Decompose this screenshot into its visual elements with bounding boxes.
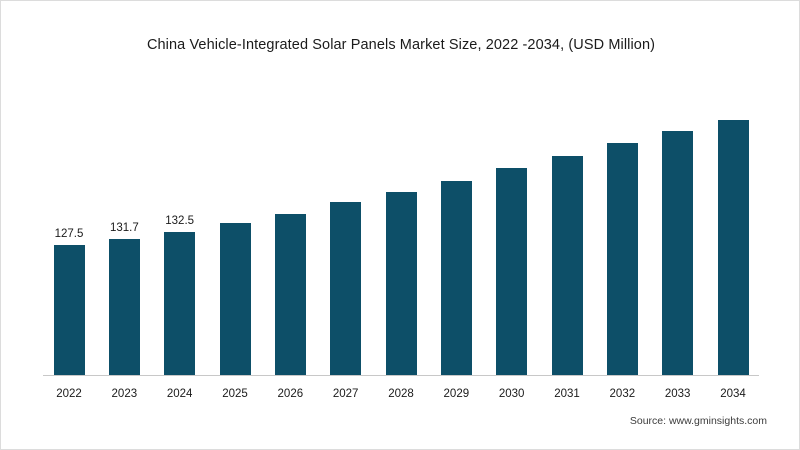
bar-value-label: 132.5 (165, 215, 195, 227)
bar[interactable] (164, 232, 196, 375)
bar-slot (98, 239, 150, 375)
x-tick-label: 2022 (56, 388, 82, 400)
bar-slot (652, 131, 704, 375)
bar[interactable] (440, 181, 472, 375)
x-axis-line (43, 375, 759, 376)
bar[interactable] (717, 120, 749, 375)
bar-slot (43, 245, 95, 375)
bar-slot (264, 214, 316, 375)
bar[interactable] (274, 214, 306, 375)
x-tick-label: 2034 (720, 388, 746, 400)
x-tick-label: 2027 (332, 388, 359, 400)
bar[interactable] (662, 131, 694, 375)
x-tick-label: 2029 (443, 388, 470, 400)
x-tick-label: 2025 (222, 388, 248, 400)
bar-slot (430, 181, 482, 375)
bar[interactable] (606, 143, 638, 375)
x-tick-label: 2030 (498, 388, 525, 400)
x-tick-label: 2031 (554, 388, 580, 400)
bar-slot (320, 202, 372, 375)
bar[interactable] (496, 168, 528, 375)
plot-area: 127.5 131.7 132.5 2022 2023 2024 2025 2026 2027… (31, 81, 771, 400)
bar-slot (209, 223, 261, 375)
x-tick-label: 2024 (166, 388, 193, 400)
bar[interactable] (53, 245, 85, 375)
source-attribution: Source: www.gminsights.com (629, 415, 767, 427)
bar-value-label: 127.5 (54, 228, 84, 240)
bar-slot (541, 156, 593, 375)
x-tick-label: 2028 (388, 388, 414, 400)
bar-slot (486, 168, 538, 375)
bar[interactable] (219, 223, 251, 375)
bar-slot (154, 232, 206, 375)
bar[interactable] (551, 156, 583, 375)
x-tick-label: 2032 (609, 388, 636, 400)
x-tick-label: 2023 (111, 388, 138, 400)
bar[interactable] (330, 202, 362, 375)
x-tick-label: 2026 (277, 388, 304, 400)
x-tick-label: 2033 (664, 388, 691, 400)
bar[interactable] (385, 192, 417, 375)
bar-value-label: 131.7 (109, 222, 139, 234)
bar-slot (707, 120, 759, 375)
bar[interactable] (108, 239, 140, 375)
bar-slot (375, 192, 427, 375)
bar-slot (596, 143, 648, 375)
chart-title: China Vehicle-Integrated Solar Panels Ma… (146, 37, 656, 53)
